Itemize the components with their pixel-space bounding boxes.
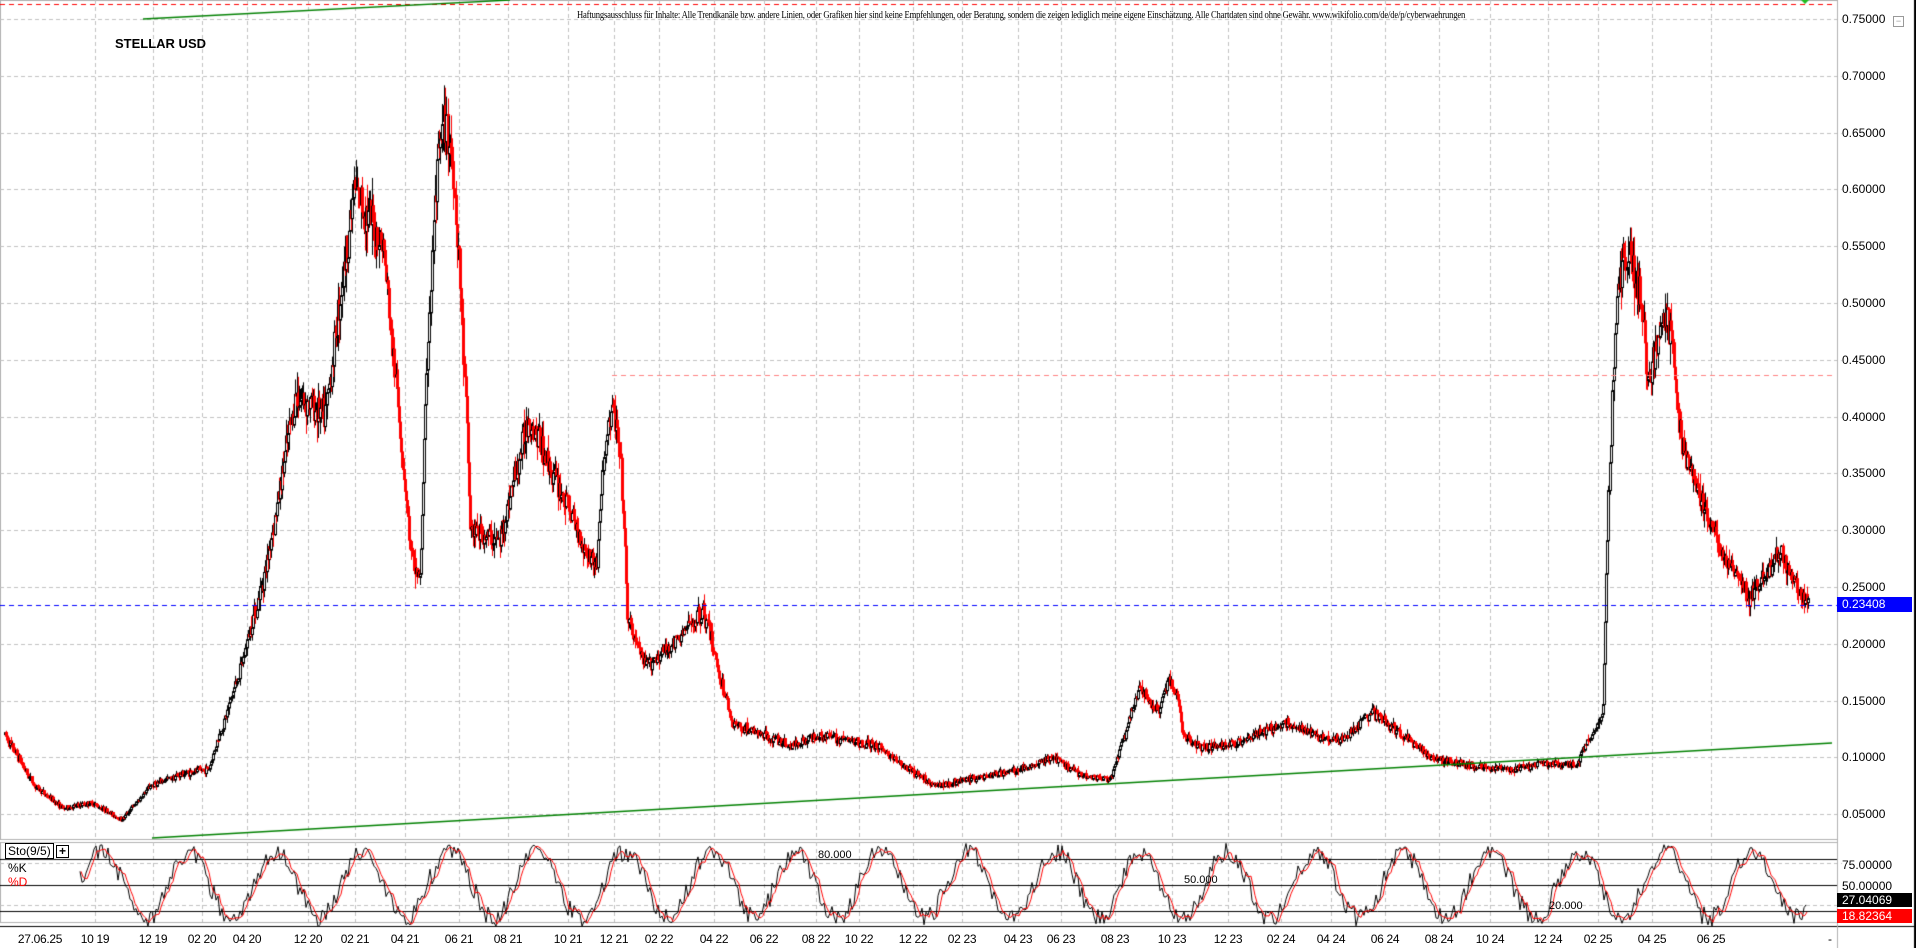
time-axis-label: 06 21	[444, 932, 474, 946]
time-axis-label: 02 23	[947, 932, 977, 946]
price-axis-label: 0.45000	[1842, 352, 1886, 367]
time-axis-label: 10 21	[553, 932, 583, 946]
time-axis-label: 12 23	[1213, 932, 1243, 946]
price-axis-label: 0.30000	[1842, 523, 1886, 538]
d-line-legend: %D	[8, 875, 28, 889]
time-axis-label: 04 21	[390, 932, 420, 946]
time-axis-label: 04 24	[1316, 932, 1346, 946]
price-axis-label: 0.65000	[1842, 125, 1886, 140]
stochastic-indicator-label[interactable]: Sto(9/5)	[5, 843, 54, 859]
time-axis-label: 04 20	[232, 932, 262, 946]
time-axis-label: 02 24	[1266, 932, 1296, 946]
k-value-tag: 27.04069	[1837, 893, 1912, 907]
time-axis-label: 10 23	[1157, 932, 1187, 946]
price-axis-label: 0.40000	[1842, 409, 1886, 424]
time-axis-label: 12 24	[1533, 932, 1563, 946]
time-axis-label: 12 21	[599, 932, 629, 946]
collapse-panel-button[interactable]: −	[1893, 16, 1904, 27]
time-axis-end-marker: -	[1828, 932, 1832, 946]
time-axis-label: 02 20	[187, 932, 217, 946]
time-axis-label: 27.06.25	[17, 932, 63, 946]
chart-title: STELLAR USD	[115, 36, 206, 51]
d-value-tag: 18.82364	[1837, 909, 1912, 923]
time-axis-label: 04 22	[699, 932, 729, 946]
time-axis-label: 06 25	[1696, 932, 1726, 946]
price-axis-label: 0.60000	[1842, 182, 1886, 197]
time-axis-label: 12 20	[293, 932, 323, 946]
stoch-level-80: 80.000	[818, 849, 852, 861]
time-axis-label: 08 22	[801, 932, 831, 946]
price-axis-label: 0.75000	[1842, 12, 1886, 26]
price-axis-label: 0.20000	[1842, 636, 1886, 651]
time-axis-label: 08 21	[493, 932, 523, 946]
time-axis-label: 10 24	[1475, 932, 1505, 946]
time-axis-label: 06 24	[1370, 932, 1400, 946]
price-axis-label: 0.10000	[1842, 750, 1886, 765]
k-line-legend: %K	[8, 861, 27, 875]
add-indicator-plus-icon[interactable]: +	[56, 845, 69, 858]
stoch-axis-50: 50.00000	[1842, 879, 1893, 893]
stoch-level-20: 20.000	[1549, 900, 1583, 912]
price-axis-label: 0.05000	[1842, 807, 1886, 822]
price-axis-label: 0.25000	[1842, 580, 1886, 594]
time-axis-label: 02 22	[644, 932, 674, 946]
time-axis-label: 02 21	[340, 932, 370, 946]
time-axis-label: 08 23	[1100, 932, 1130, 946]
time-axis-label: 04 23	[1003, 932, 1033, 946]
time-axis-label: 12 19	[138, 932, 168, 946]
disclaimer-text: Haftungsausschluss für Inhalte: Alle Tre…	[577, 10, 1466, 21]
price-axis-label: 0.50000	[1842, 296, 1886, 310]
stoch-level-50: 50.000	[1184, 874, 1218, 886]
price-axis-label: 0.55000	[1842, 239, 1886, 254]
price-axis-label: 0.35000	[1842, 466, 1886, 481]
time-axis-label: 02 25	[1583, 932, 1613, 946]
time-axis-label: 06 22	[749, 932, 779, 946]
time-axis-label: 08 24	[1424, 932, 1454, 946]
time-axis-label: 06 23	[1046, 932, 1076, 946]
price-axis-label: 0.15000	[1842, 693, 1886, 708]
price-axis-label: 0.70000	[1842, 68, 1886, 83]
time-axis-label: 10 22	[844, 932, 874, 946]
time-axis-label: 10 19	[80, 932, 110, 946]
stoch-axis-75: 75.00000	[1842, 858, 1893, 872]
time-axis-label: 12 22	[898, 932, 928, 946]
time-axis-label: 04 25	[1637, 932, 1667, 946]
current-price-tag: 0.23408	[1837, 597, 1912, 612]
